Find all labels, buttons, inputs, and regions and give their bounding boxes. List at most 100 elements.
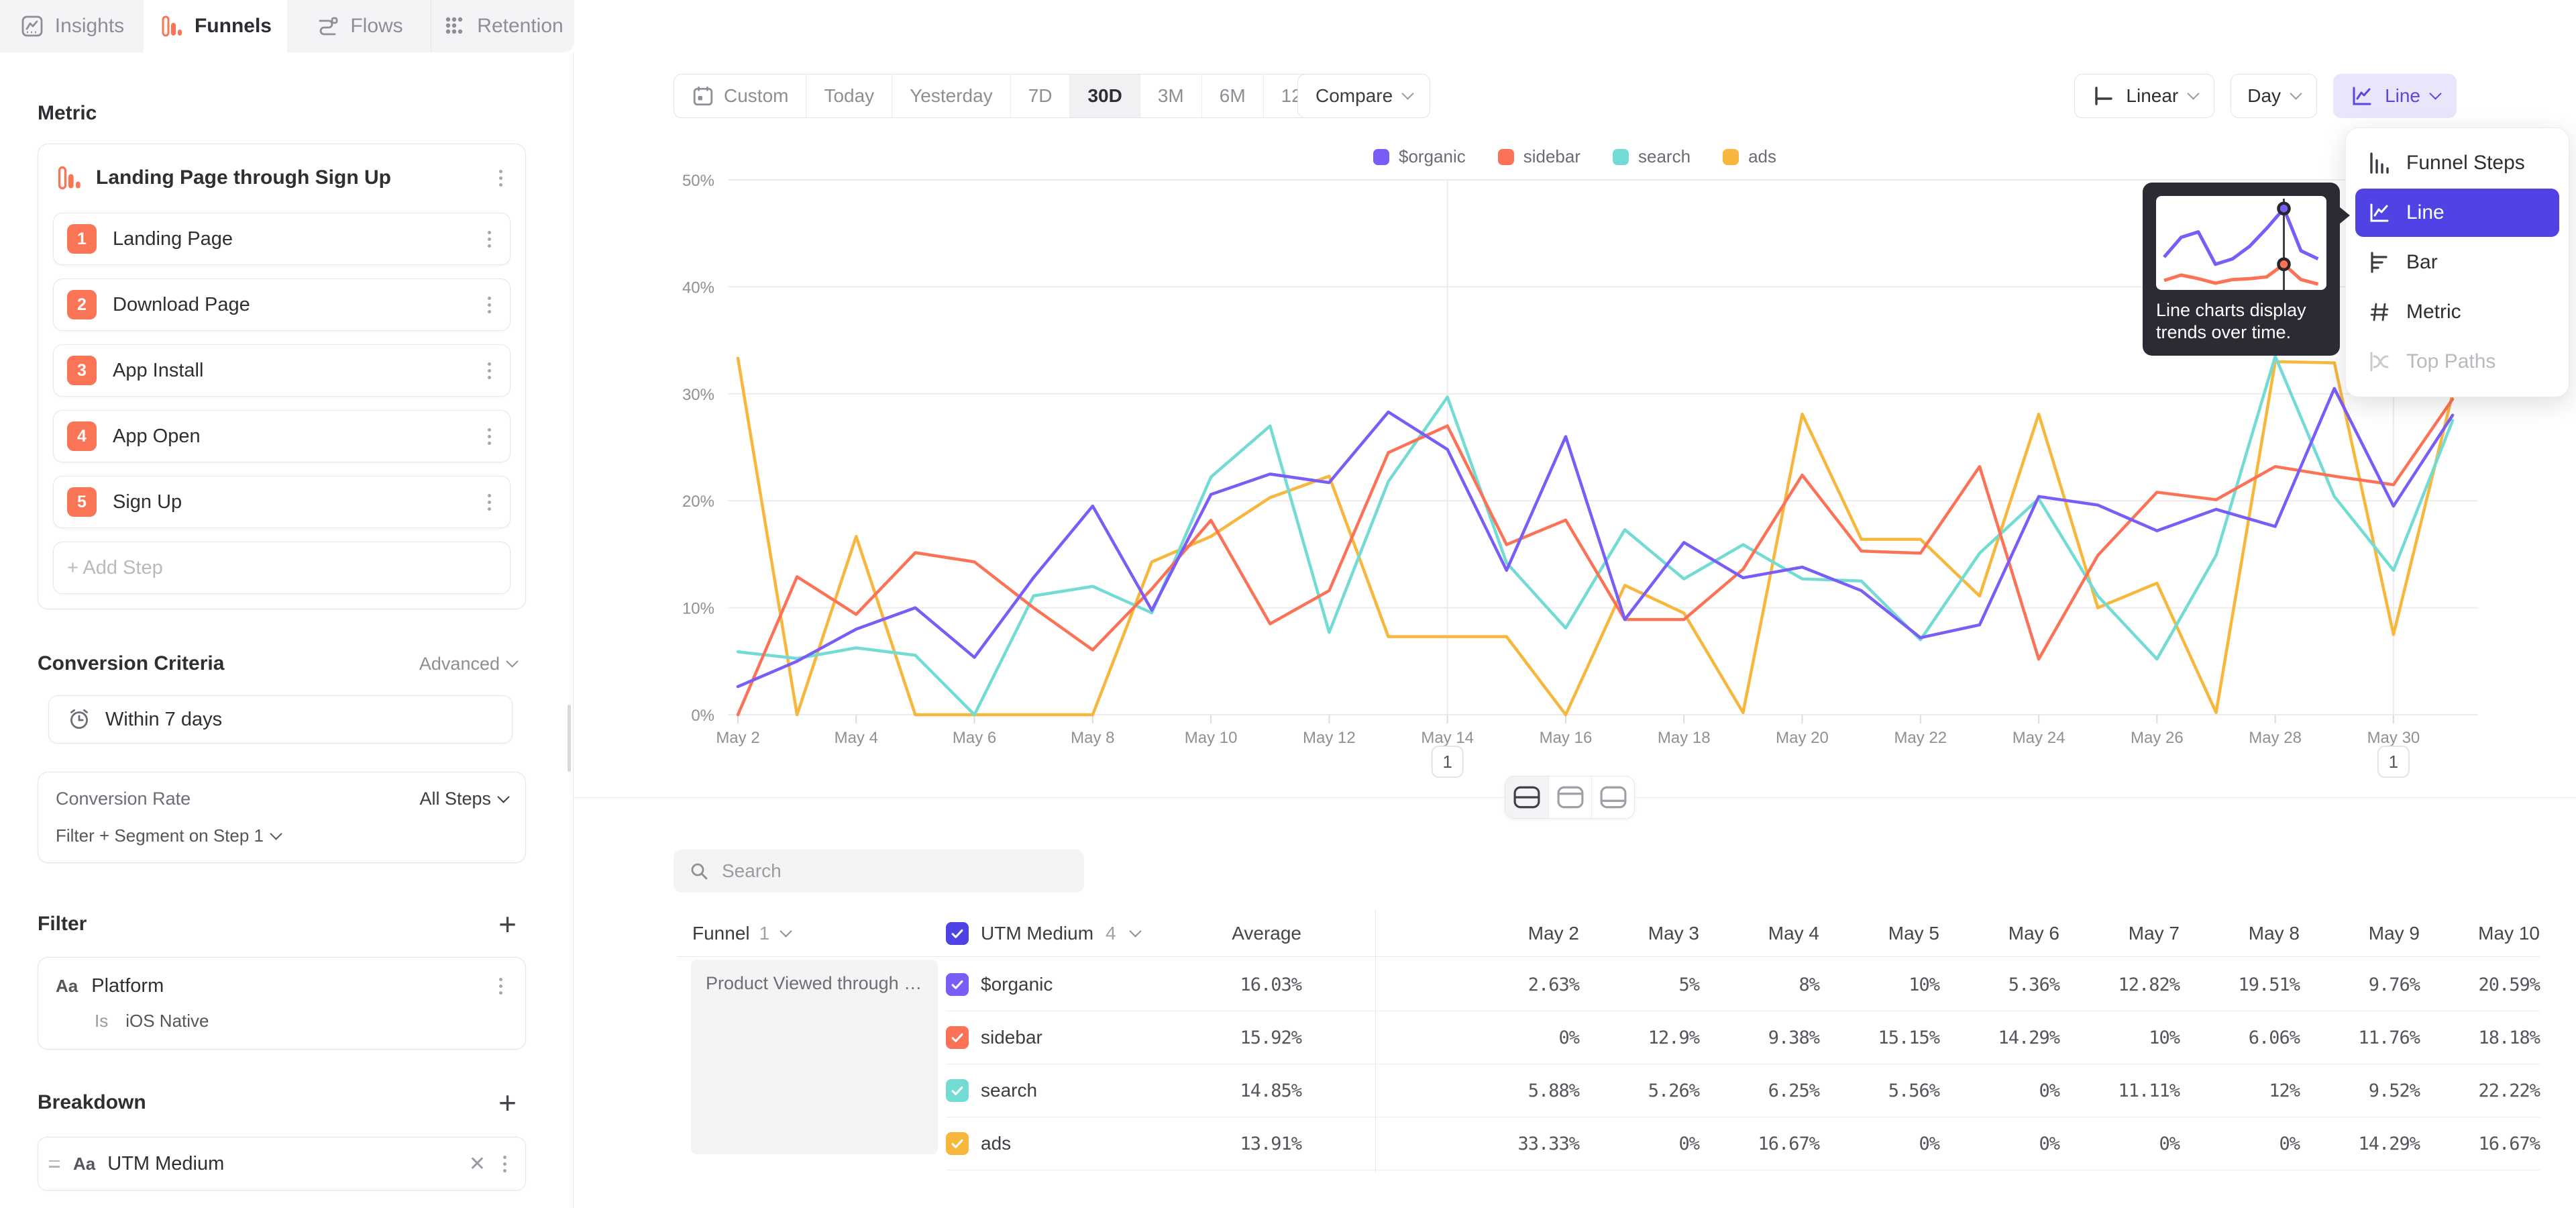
- range-yesterday[interactable]: Yesterday: [892, 74, 1010, 117]
- filter-platform-card[interactable]: Aa Platform Is iOS Native: [38, 957, 526, 1050]
- chart-view-icon: [1557, 786, 1584, 809]
- sidebar-scrollbar[interactable]: [568, 705, 571, 772]
- range-today[interactable]: Today: [806, 74, 892, 117]
- kebab-menu-icon[interactable]: [494, 972, 508, 1000]
- average-value: 16.03%: [1167, 974, 1301, 995]
- rate-steps-dropdown[interactable]: All Steps: [419, 789, 508, 809]
- day-column-header[interactable]: May 3: [1579, 923, 1699, 944]
- criteria-mode-dropdown[interactable]: Advanced: [419, 654, 517, 674]
- tab-flows[interactable]: Flows: [287, 0, 431, 52]
- add-step-button[interactable]: + Add Step: [53, 542, 511, 594]
- row-checkbox[interactable]: [946, 1079, 969, 1102]
- menu-item-bar[interactable]: Bar: [2355, 238, 2559, 287]
- menu-item-line[interactable]: Line: [2355, 189, 2559, 237]
- chart-type-dropdown[interactable]: Line: [2333, 74, 2457, 118]
- tab-funnels[interactable]: Funnels: [144, 0, 287, 52]
- range-7d[interactable]: 7D: [1010, 74, 1070, 117]
- legend-item-ads[interactable]: ads: [1723, 146, 1776, 167]
- kebab-menu-icon[interactable]: [498, 1150, 512, 1178]
- legend-item-search[interactable]: search: [1613, 146, 1690, 167]
- legend-item-organic[interactable]: $organic: [1373, 146, 1466, 167]
- svg-text:May 30: May 30: [2367, 729, 2420, 747]
- day-column-header[interactable]: May 6: [1939, 923, 2059, 944]
- funnel-column-header[interactable]: Funnel 1: [678, 923, 946, 944]
- range-custom[interactable]: Custom: [674, 74, 806, 117]
- menu-item-funnel-steps[interactable]: Funnel Steps: [2355, 139, 2559, 187]
- row-checkbox[interactable]: [946, 1132, 969, 1155]
- table-cell-value: 9.76%: [2300, 974, 2420, 995]
- remove-breakdown-icon[interactable]: ✕: [469, 1152, 486, 1176]
- funnel-step-1[interactable]: 1Landing Page: [53, 213, 511, 265]
- filter-value[interactable]: iOS Native: [125, 1011, 209, 1031]
- conversion-rate-card: Conversion Rate All Steps Filter + Segme…: [38, 772, 526, 863]
- svg-text:20%: 20%: [682, 493, 714, 511]
- kebab-menu-icon[interactable]: [482, 357, 496, 385]
- day-column-header[interactable]: May 2: [1459, 923, 1579, 944]
- kebab-menu-icon[interactable]: [482, 291, 496, 319]
- legend-swatch: [1723, 149, 1739, 165]
- day-column-header[interactable]: May 9: [2300, 923, 2420, 944]
- table-cell-value: 20.59%: [2420, 974, 2540, 995]
- funnel-step-5[interactable]: 5Sign Up: [53, 476, 511, 528]
- table-cell-value: 16.67%: [2420, 1134, 2540, 1154]
- search-icon: [688, 860, 710, 882]
- table-cell-value: 19.51%: [2180, 974, 2300, 995]
- table-cell-value: 6.25%: [1699, 1080, 1819, 1101]
- search-input[interactable]: [722, 860, 1069, 882]
- select-all-checkbox[interactable]: [946, 922, 969, 945]
- filter-segment-dropdown[interactable]: Filter + Segment on Step 1: [56, 825, 508, 846]
- legend-item-sidebar[interactable]: sidebar: [1498, 146, 1580, 167]
- conversion-window-label: Within 7 days: [105, 709, 222, 731]
- funnel-cell[interactable]: Product Viewed through P…: [691, 960, 938, 1154]
- add-filter-icon[interactable]: +: [498, 914, 517, 934]
- table-row-ads[interactable]: ads13.91%33.33%0%16.67%0%0%0%0%14.29%16.…: [946, 1117, 2540, 1170]
- filter-operator[interactable]: Is: [95, 1011, 108, 1031]
- breakdown-utm-card[interactable]: Aa UTM Medium ✕: [38, 1137, 526, 1191]
- day-column-header[interactable]: May 4: [1699, 923, 1819, 944]
- conversion-criteria-heading: Conversion Criteria: [38, 652, 224, 675]
- conversion-window-button[interactable]: Within 7 days: [48, 695, 513, 744]
- range-30d[interactable]: 30D: [1069, 74, 1139, 117]
- kebab-menu-icon[interactable]: [482, 423, 496, 450]
- chart-view-button[interactable]: [1548, 776, 1591, 818]
- kebab-menu-icon[interactable]: [482, 489, 496, 516]
- legend-swatch: [1373, 149, 1389, 165]
- tab-insights[interactable]: Insights: [0, 0, 144, 52]
- chart-type-menu-items: Funnel StepsLineBarMetricTop Paths: [2355, 139, 2559, 386]
- table-row-search[interactable]: search14.85%5.88%5.26%6.25%5.56%0%11.11%…: [946, 1064, 2540, 1117]
- funnel-step-4[interactable]: 4App Open: [53, 410, 511, 462]
- kebab-menu-icon[interactable]: [494, 164, 508, 192]
- kebab-menu-icon[interactable]: [482, 225, 496, 253]
- row-checkbox[interactable]: [946, 1026, 969, 1049]
- menu-item-metric[interactable]: Metric: [2355, 288, 2559, 336]
- scale-dropdown[interactable]: Linear: [2074, 74, 2214, 118]
- split-view-button[interactable]: [1505, 776, 1548, 818]
- day-column-header[interactable]: May 5: [1819, 923, 1939, 944]
- day-column-header[interactable]: May 7: [2059, 923, 2180, 944]
- row-checkbox[interactable]: [946, 973, 969, 996]
- range-6m[interactable]: 6M: [1201, 74, 1263, 117]
- tab-retention[interactable]: Retention: [431, 0, 574, 52]
- table-cell-value: 12.9%: [1579, 1027, 1699, 1048]
- day-column-header[interactable]: May 8: [2180, 923, 2300, 944]
- add-breakdown-icon[interactable]: +: [498, 1093, 517, 1113]
- drag-handle-icon[interactable]: [48, 1156, 61, 1172]
- funnel-step-3[interactable]: 3App Install: [53, 344, 511, 397]
- breakdown-column-header[interactable]: UTM Medium 4: [946, 922, 1167, 945]
- table-row-sidebar[interactable]: sidebar15.92%0%12.9%9.38%15.15%14.29%10%…: [946, 1011, 2540, 1064]
- table-cell-value: 12.82%: [2059, 974, 2180, 995]
- filter-heading: Filter: [38, 913, 87, 936]
- table-cell-value: 10%: [2059, 1027, 2180, 1048]
- interval-dropdown[interactable]: Day: [2231, 74, 2317, 118]
- legend-swatch: [1498, 149, 1514, 165]
- funnel-step-2[interactable]: 2Download Page: [53, 279, 511, 331]
- table-row-organic[interactable]: $organic16.03%2.63%5%8%10%5.36%12.82%19.…: [946, 958, 2540, 1011]
- annotation-badge[interactable]: 1: [2378, 746, 2409, 777]
- average-column-header[interactable]: Average: [1167, 923, 1301, 944]
- table-view-button[interactable]: [1591, 776, 1634, 818]
- svg-text:May 12: May 12: [1303, 729, 1356, 747]
- annotation-badge[interactable]: 1: [1432, 746, 1463, 777]
- compare-button[interactable]: Compare: [1297, 74, 1430, 118]
- day-column-header[interactable]: May 10: [2420, 923, 2540, 944]
- range-3m[interactable]: 3M: [1140, 74, 1201, 117]
